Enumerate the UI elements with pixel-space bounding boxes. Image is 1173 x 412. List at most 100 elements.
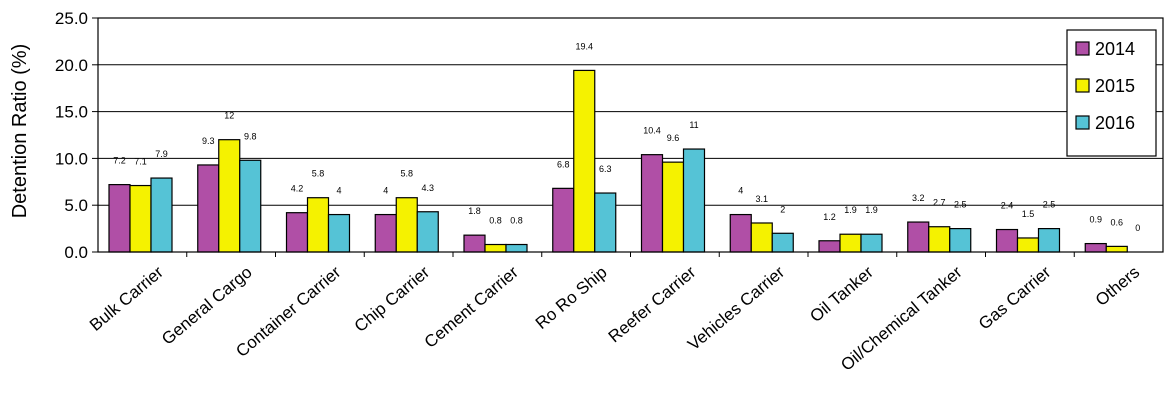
legend-swatch-2016 [1075,115,1090,130]
bar-2015-2 [306,197,330,253]
bar-2016-0 [150,177,173,253]
x-tick-label: Chip Carrier [351,262,434,336]
data-label: 1.2 [823,212,836,222]
data-label: 0.8 [489,216,502,226]
data-label: 7.9 [155,149,168,159]
bar-2015-4 [484,243,507,253]
bar-2016-7 [771,232,794,253]
bar-2014-7 [729,213,752,253]
plot-frame [97,17,1164,253]
data-label: 0 [1135,223,1140,233]
data-label: 1.8 [468,206,481,216]
legend-swatch-2014 [1075,41,1090,56]
bar-2015-5 [573,69,596,253]
data-label: 0.9 [1089,215,1102,225]
y-tick-label: 10.0 [55,149,88,168]
bar-2015-1 [218,139,241,253]
bar-2015-6 [661,161,685,253]
bar-2014-11 [1084,242,1107,253]
data-label: 11 [689,120,698,130]
y-tick-label: 0.0 [64,243,88,262]
bar-2014-4 [463,234,486,253]
x-tick-label: Gas Carrier [975,262,1055,333]
bar-2015-8 [839,233,862,253]
data-label: 7.1 [134,157,147,167]
data-label: 4 [336,186,341,196]
data-label: 1.9 [865,205,878,215]
bar-2014-2 [285,212,309,253]
bar-2014-3 [374,213,397,253]
bar-2016-5 [594,192,617,253]
y-axis-label: Detention Ratio (%) [9,44,31,219]
data-label: 9.6 [667,133,680,143]
bar-2016-1 [239,159,262,253]
bar-2016-6 [682,148,706,253]
bar-2014-5 [552,187,575,253]
x-tick-label: Oil Tanker [806,262,877,326]
bar-2015-10 [1016,237,1040,253]
y-tick-label: 25.0 [55,9,88,28]
data-label: 12 [224,111,234,121]
data-label: 7.2 [113,156,126,166]
bar-2015-7 [750,222,773,253]
legend: 2014 2015 2016 [1066,29,1157,157]
data-label: 2 [780,204,785,214]
bar-2014-8 [818,240,841,253]
x-tick-label: Bulk Carrier [86,262,167,334]
data-label: 3.2 [912,193,925,203]
y-axis-ticks: 0.0 5.0 10.0 15.0 20.0 25.0 [55,9,98,262]
data-label: 3.1 [755,194,768,204]
data-label: 9.3 [202,136,215,146]
bar-2015-9 [928,226,951,253]
data-label: 4 [383,186,388,196]
x-tick-label: Ro Ro Ship [532,263,611,333]
data-label: 4 [738,186,743,196]
data-label: 1.9 [844,205,857,215]
data-label: 9.8 [244,131,257,141]
data-label: 5.8 [400,169,413,179]
bar-2016-8 [860,233,883,253]
data-label: 2.7 [933,198,946,208]
data-label: 2.5 [954,200,967,210]
data-label: 2.5 [1043,200,1056,210]
bar-2016-9 [949,228,972,253]
y-tick-label: 15.0 [55,103,88,122]
data-label: 19.4 [575,41,593,51]
data-label: 6.3 [599,164,612,174]
data-label: 2.4 [1001,201,1014,211]
bar-2014-0 [108,184,131,253]
bar-2016-10 [1037,228,1061,253]
data-label: 4.2 [291,184,304,194]
bar-2014-10 [995,228,1019,253]
data-label: 0.8 [510,216,523,226]
bar-2016-3 [416,211,439,253]
bar-2015-3 [395,197,418,253]
y-tick-label: 20.0 [55,56,88,75]
bars [108,69,1128,253]
x-tick-label: Reefer Carrier [605,262,700,346]
bar-2015-11 [1105,245,1128,253]
legend-label: 2015 [1095,76,1135,96]
x-tick-label: Cement Carrier [421,262,522,351]
bar-2014-6 [640,154,664,253]
x-tick-label: General Cargo [158,263,256,349]
legend-label: 2014 [1095,39,1135,59]
bar-2016-2 [327,213,351,253]
x-tick-label: Vehicles Carrier [684,262,788,354]
data-label: 6.8 [557,159,570,169]
x-tick-label: Others [1092,263,1143,310]
bar-2014-1 [197,164,220,253]
bar-2014-9 [907,221,930,253]
data-label: 0.6 [1110,217,1123,227]
data-label: 10.4 [643,126,661,136]
data-label: 4.3 [421,183,434,193]
legend-label: 2016 [1095,113,1135,133]
bar-2015-0 [129,184,152,253]
data-labels: 7.2 7.1 7.9 9.3 12 9.8 4.2 5.8 4 4 5.8 4.3 1.8 0.8 0.8… [113,41,1140,233]
data-label: 5.8 [312,169,325,179]
y-tick-label: 5.0 [64,196,88,215]
data-label: 1.5 [1022,209,1035,219]
